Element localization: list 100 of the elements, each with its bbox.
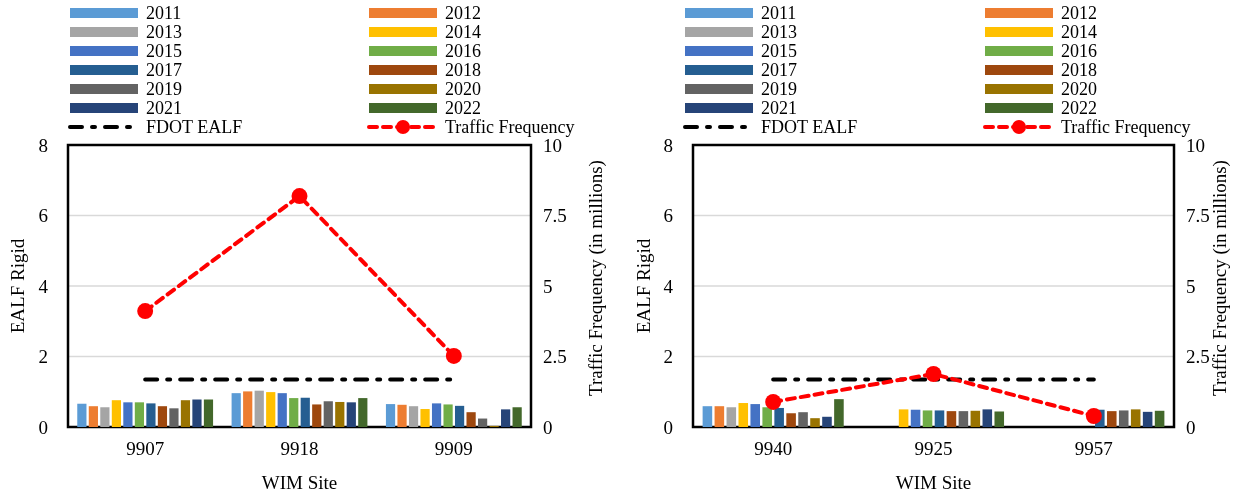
point [1085,408,1102,424]
legend-label: 2018 [445,60,481,80]
bar [358,398,368,427]
x-tick-label: 9925 [914,438,953,459]
bar [420,409,430,427]
x-tick-label: 9957 [1074,438,1113,459]
bar [1142,411,1153,427]
bar [77,403,87,427]
bar [512,407,522,427]
bar [454,405,465,427]
bar [312,404,322,427]
legend-label: Traffic Frequency [1061,117,1191,137]
point [925,366,942,382]
bar [982,409,993,427]
bar [738,403,749,427]
legend-label: 2017 [761,60,797,80]
bar [798,412,808,427]
legend-label: 2013 [146,22,182,42]
legend-label: 2017 [146,60,182,80]
bar [146,403,156,427]
bar [335,401,345,427]
bar [994,411,1005,427]
bar [397,404,407,427]
bar [266,392,276,427]
point [445,347,462,364]
legend-label: 2016 [445,41,481,61]
y-tick-label: 8 [663,134,673,156]
x-axis-title: WIM Site [261,472,338,493]
bar [408,406,419,427]
legend-label: 2016 [1061,41,1097,61]
y-tick-label: 4 [663,275,674,297]
bar [346,402,356,427]
bar [1154,410,1165,427]
bar [810,418,820,427]
bar [834,399,844,427]
legend-label: 2020 [1061,79,1097,99]
y2-axis-title: Traffic Frequency (in millions) [1209,160,1231,396]
legend-label: Traffic Frequency [445,117,575,137]
y2-tick-label: 10 [543,134,562,156]
bar [323,401,333,427]
legend-label: 2021 [761,98,797,118]
y2-tick-label: 5 [543,275,553,297]
legend-label: 2015 [761,41,797,61]
bar [478,418,488,427]
bar [254,390,264,427]
point [291,188,308,205]
y-tick-label: 8 [38,134,48,156]
point [765,393,782,410]
bar [958,411,969,427]
bar [786,413,796,427]
bar [934,410,945,427]
legend-label: 2022 [445,98,481,118]
x-tick-label: 9940 [754,438,793,459]
bar [910,409,921,427]
point [137,303,154,320]
y-tick-label: 6 [663,205,673,227]
legend-label: FDOT EALF [146,117,243,137]
legend-label: 2012 [445,3,481,23]
bar [203,399,214,427]
bar [774,407,784,427]
y2-tick-label: 2.5 [543,346,567,368]
x-tick-label: 9909 [434,438,473,459]
bar [180,400,191,427]
legend-label: 2012 [1061,3,1097,23]
bar [466,412,476,427]
legend-label: 2011 [146,3,182,23]
bar [702,406,713,427]
bar [123,402,133,427]
bar [100,407,110,427]
legend-label: 2019 [146,79,182,99]
bar [714,406,725,427]
legend-label: 2013 [761,22,797,42]
legend-label: 2022 [1061,98,1097,118]
bar [762,407,772,427]
y-tick-label: 0 [38,416,48,438]
legend-label: 2014 [445,22,481,42]
bar [134,402,145,427]
y2-tick-label: 7.5 [543,205,567,227]
y-axis-title: EALF Rigid [7,238,28,334]
legend-label: 2019 [761,79,797,99]
y2-tick-label: 2.5 [1186,346,1210,368]
bar [726,407,737,427]
y-axis-title: EALF Rigid [633,238,654,334]
legend-label: 2011 [761,3,797,23]
bar [169,408,179,427]
bar [922,410,933,427]
bar [192,399,202,427]
legend-label: 2020 [445,79,481,99]
bar [822,416,832,427]
legend-label: 2021 [146,98,182,118]
bar [1130,409,1141,427]
legend-label: FDOT EALF [761,117,858,137]
bar [750,404,761,427]
y2-tick-label: 7.5 [1186,205,1210,227]
bar [1106,411,1117,427]
bar [431,403,442,427]
bar [231,393,241,427]
bar [946,411,957,427]
legend-label: 2018 [1061,60,1097,80]
bar [157,406,168,427]
